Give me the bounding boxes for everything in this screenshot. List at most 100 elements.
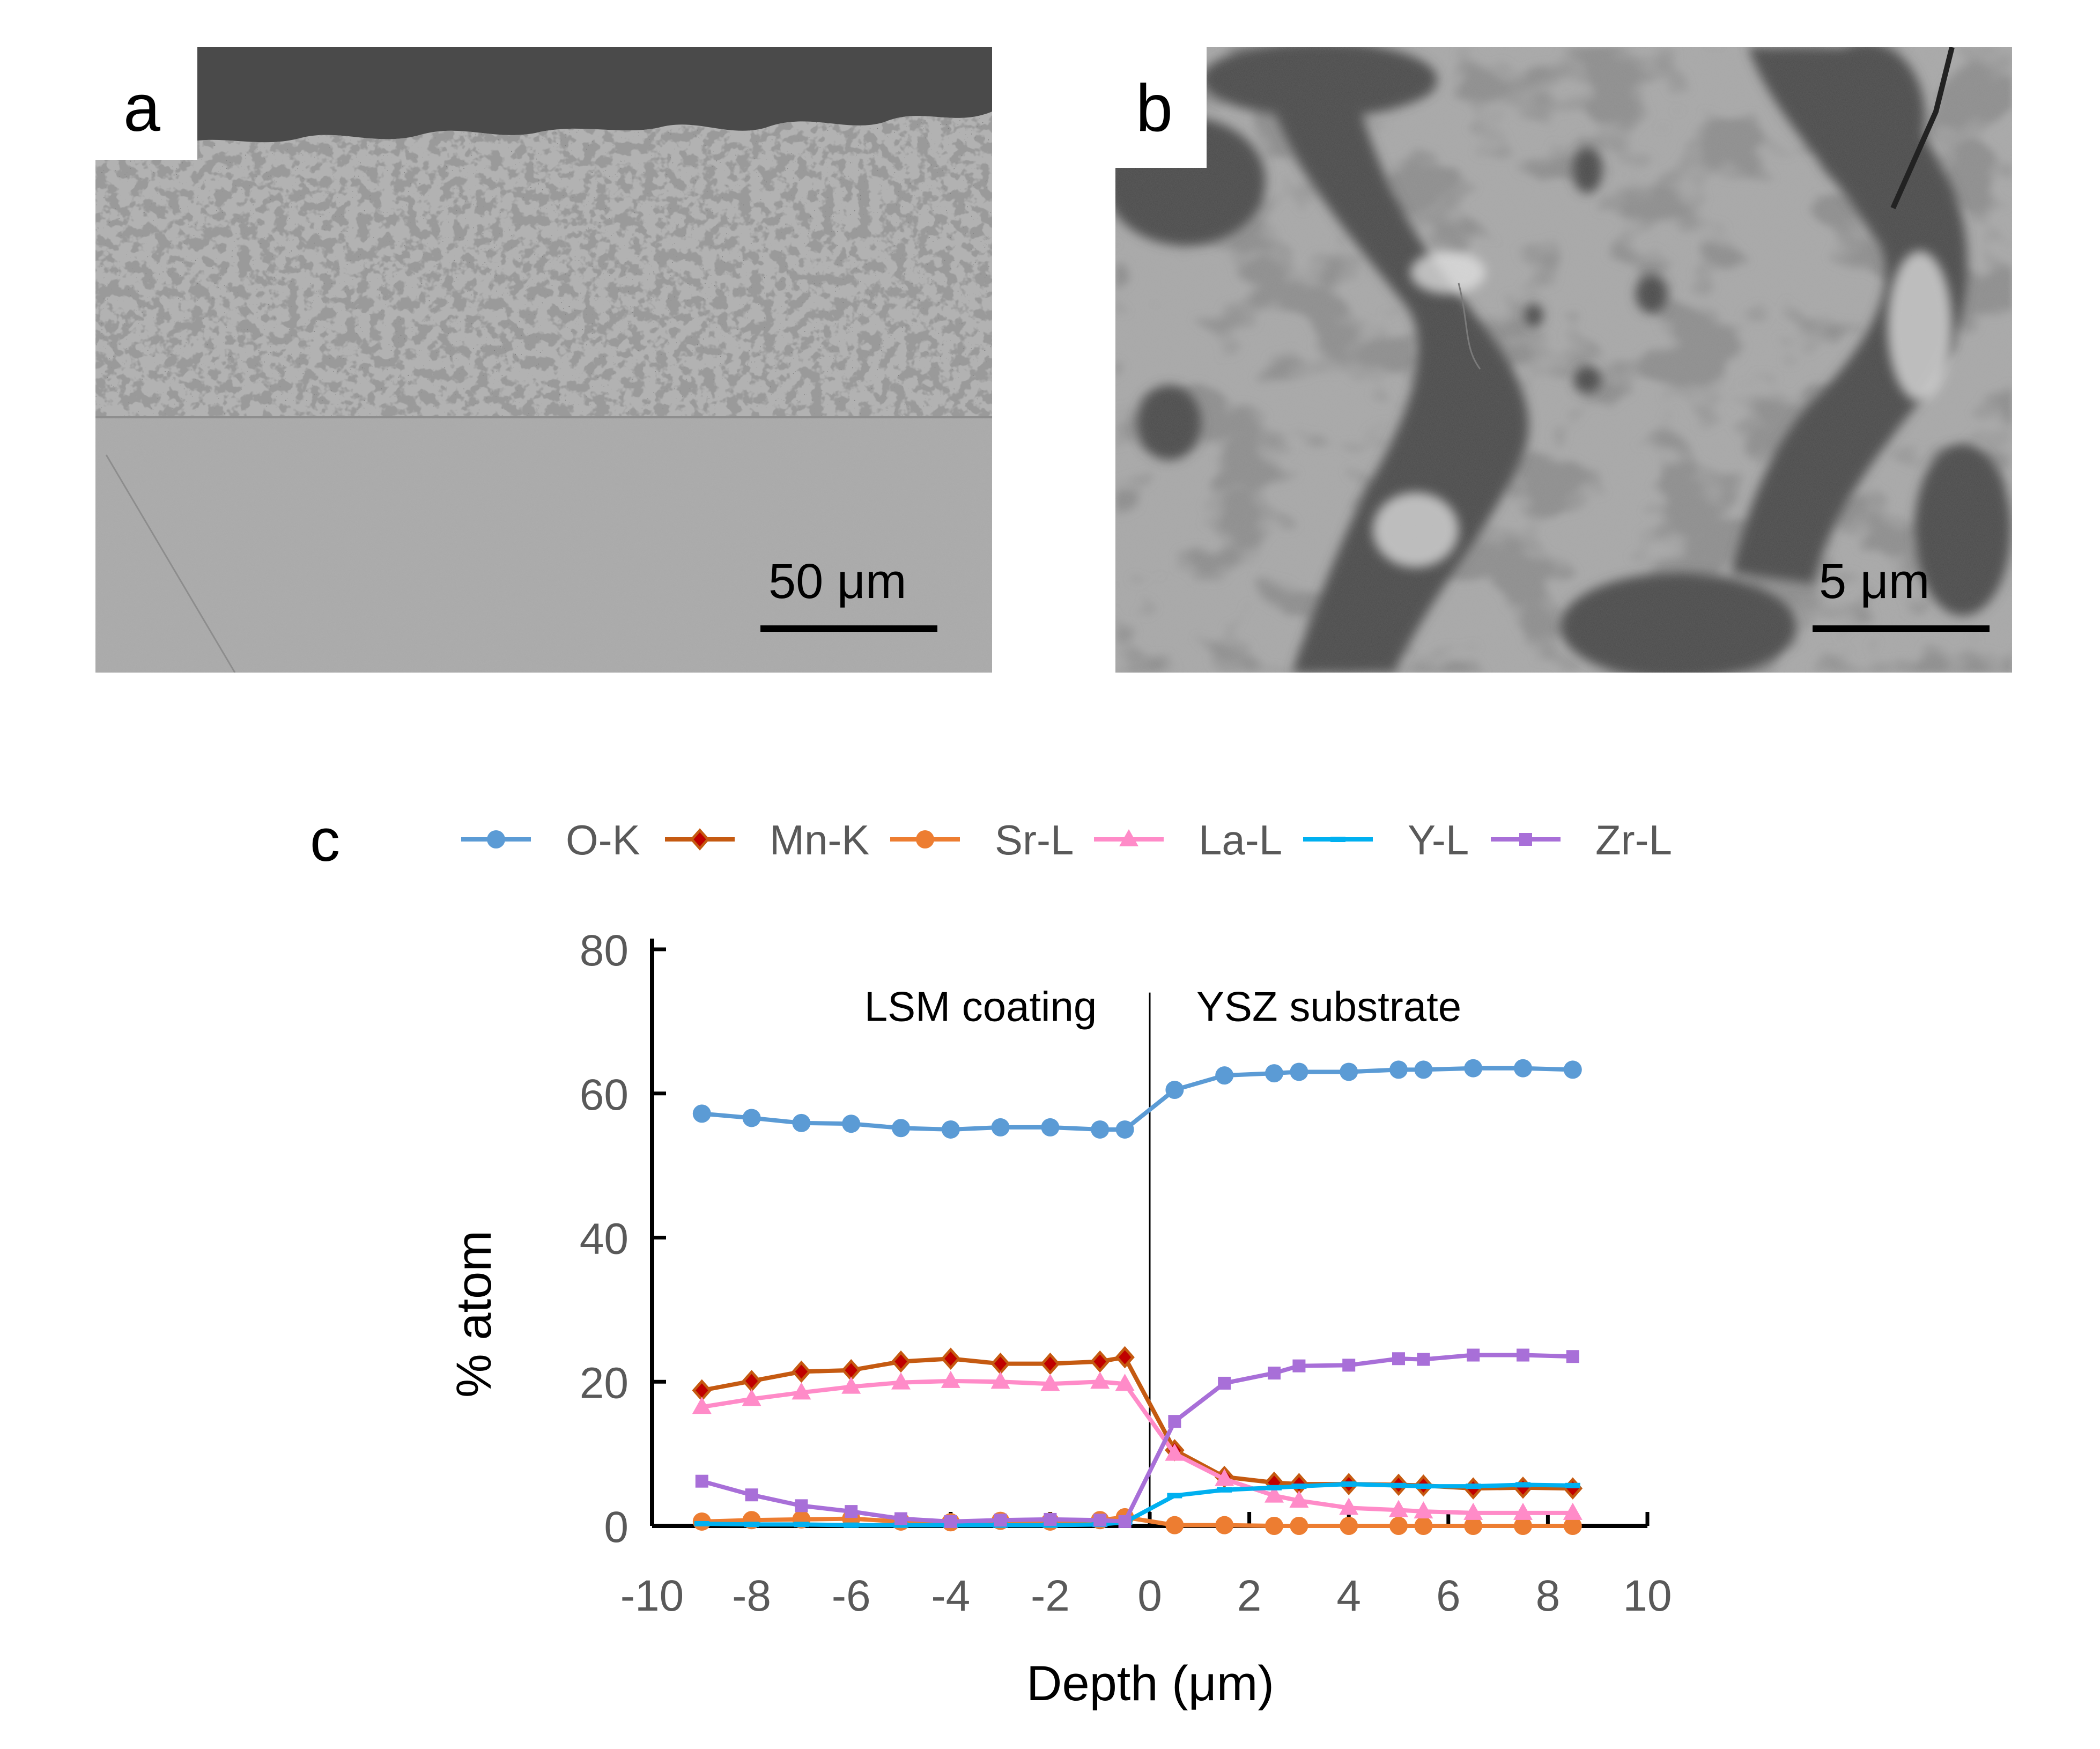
data-point bbox=[1513, 1477, 1533, 1499]
data-point bbox=[1514, 1059, 1532, 1078]
x-tick-label: 2 bbox=[1237, 1571, 1262, 1620]
data-point bbox=[794, 1522, 809, 1527]
y-tick-label: 40 bbox=[580, 1215, 628, 1264]
data-point bbox=[1215, 1066, 1234, 1085]
data-point bbox=[1044, 1512, 1057, 1526]
data-point bbox=[1414, 1517, 1433, 1535]
region-annotation: YSZ substrate bbox=[1196, 983, 1461, 1030]
legend-label: Y-L bbox=[1408, 816, 1469, 864]
data-point bbox=[1265, 1064, 1283, 1083]
data-point bbox=[1513, 1502, 1533, 1520]
legend-label: Sr-L bbox=[995, 816, 1074, 864]
data-point bbox=[695, 1474, 708, 1488]
data-point bbox=[1292, 1359, 1306, 1372]
panel-b-scale-label: 5 μm bbox=[1819, 554, 1930, 609]
data-point bbox=[1289, 1490, 1309, 1508]
data-point bbox=[1168, 1415, 1181, 1428]
panel-c-depth-profile-chart: c O-K Mn-K Sr-L La-L Y-L Zr-L 0 20 40 60 80 -10 -8-… bbox=[0, 778, 2100, 1746]
data-point bbox=[1464, 1517, 1483, 1535]
data-point bbox=[941, 1120, 960, 1139]
panel-a-scale-label: 50 μm bbox=[768, 554, 907, 609]
x-tick-label: -6 bbox=[832, 1571, 871, 1620]
data-point bbox=[1215, 1468, 1234, 1486]
legend-item-mn-k: Mn-K bbox=[665, 816, 869, 864]
data-point bbox=[1165, 1081, 1184, 1099]
data-point bbox=[1565, 1482, 1580, 1488]
data-point bbox=[1414, 1060, 1433, 1079]
legend-item-y-l: Y-L bbox=[1303, 816, 1469, 864]
data-point bbox=[1165, 1516, 1184, 1534]
data-point bbox=[1417, 1353, 1430, 1366]
data-point bbox=[845, 1505, 858, 1518]
legend-marker bbox=[487, 830, 505, 848]
data-point bbox=[1118, 1515, 1132, 1528]
x-tick-label: 10 bbox=[1623, 1571, 1672, 1620]
data-point bbox=[1218, 1376, 1231, 1390]
panel-a-letter-box bbox=[95, 47, 197, 160]
x-tick-label: 8 bbox=[1536, 1571, 1561, 1620]
data-point bbox=[1167, 1493, 1182, 1499]
data-point bbox=[1414, 1501, 1433, 1519]
data-point bbox=[1389, 1500, 1408, 1517]
data-point bbox=[1464, 1059, 1483, 1078]
panel-a-sem-image: a 50 μm bbox=[95, 47, 992, 673]
y-tick-label: 0 bbox=[604, 1503, 628, 1552]
data-point bbox=[1463, 1502, 1483, 1520]
data-point bbox=[891, 1372, 911, 1390]
data-point bbox=[1090, 1371, 1110, 1389]
data-point bbox=[1563, 1517, 1582, 1535]
data-point bbox=[742, 1370, 761, 1392]
data-point bbox=[1040, 1374, 1060, 1391]
data-point bbox=[941, 1347, 961, 1370]
legend-label: O-K bbox=[566, 816, 640, 864]
data-point bbox=[1515, 1482, 1530, 1488]
x-tick-label: -10 bbox=[620, 1571, 684, 1620]
data-point bbox=[692, 1397, 712, 1414]
x-tick-label: 0 bbox=[1137, 1571, 1162, 1620]
data-point bbox=[1514, 1517, 1532, 1535]
data-point bbox=[1217, 1487, 1232, 1493]
data-point bbox=[1090, 1350, 1110, 1373]
data-point bbox=[1563, 1477, 1583, 1500]
data-point bbox=[994, 1514, 1007, 1527]
data-point bbox=[692, 1104, 711, 1123]
series-zr-l bbox=[695, 1348, 1579, 1528]
data-point bbox=[795, 1499, 808, 1512]
y-axis-label: % atom bbox=[447, 1230, 501, 1398]
series-line bbox=[701, 1355, 1573, 1491]
data-point bbox=[1215, 1516, 1234, 1534]
panel-b-sem-image: b 5 μm bbox=[1115, 47, 2012, 673]
data-point bbox=[1165, 1443, 1185, 1461]
data-point bbox=[990, 1352, 1010, 1375]
series-sr-l bbox=[692, 1508, 1582, 1535]
data-point bbox=[692, 1379, 712, 1402]
data-point bbox=[1466, 1484, 1481, 1489]
data-point bbox=[745, 1488, 758, 1502]
data-point bbox=[894, 1512, 907, 1525]
data-point bbox=[891, 1350, 911, 1373]
data-point bbox=[1389, 1517, 1408, 1535]
data-point bbox=[1563, 1060, 1582, 1079]
legend-label: Mn-K bbox=[770, 816, 869, 864]
data-point bbox=[893, 1522, 908, 1528]
chart-plot-area: 0 20 40 60 80 -10 -8 -6 -4 -2 0 2 4 6 8 10 LSM coating YS… bbox=[580, 926, 1672, 1620]
data-point bbox=[1040, 1352, 1060, 1375]
y-tick-label: 20 bbox=[580, 1359, 628, 1407]
data-point bbox=[990, 1371, 1010, 1389]
legend-marker bbox=[916, 830, 934, 848]
data-point bbox=[1416, 1484, 1431, 1489]
data-point bbox=[1115, 1346, 1135, 1369]
data-point bbox=[1115, 1120, 1134, 1139]
data-point bbox=[742, 1109, 761, 1127]
data-point bbox=[1093, 1514, 1107, 1527]
data-point bbox=[1342, 1359, 1356, 1372]
data-point bbox=[1392, 1352, 1405, 1366]
panel-c-letter: c bbox=[310, 807, 340, 874]
legend-marker bbox=[1519, 833, 1532, 846]
data-point bbox=[792, 1113, 811, 1132]
y-tick-label: 60 bbox=[580, 1071, 628, 1119]
series-la-l bbox=[692, 1370, 1583, 1520]
panel-b-letter-box bbox=[1115, 47, 1207, 168]
panel-a-letter: a bbox=[123, 71, 160, 145]
